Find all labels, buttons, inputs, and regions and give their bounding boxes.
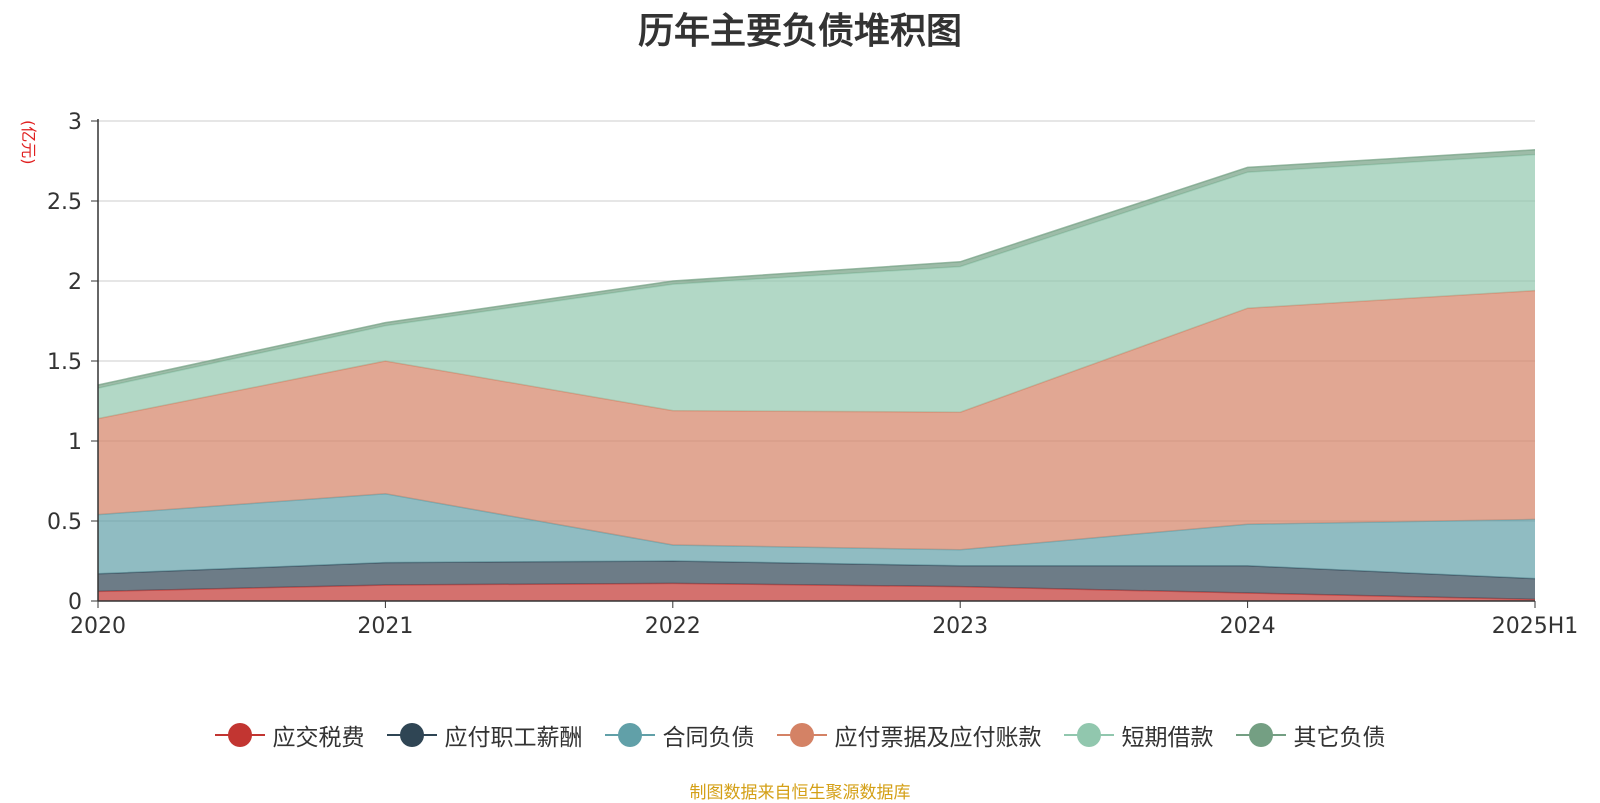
- legend-label: 应付票据及应付账款: [834, 725, 1042, 751]
- area-应交税费: [98, 583, 1535, 601]
- legend-label: 其它负债: [1293, 725, 1386, 751]
- legend-marker-icon: [386, 723, 437, 747]
- y-tick-label: 1: [68, 430, 82, 455]
- legend-item[interactable]: 合同负债: [604, 718, 755, 752]
- axes: [91, 119, 1536, 608]
- legend-marker-icon: [776, 723, 827, 747]
- legend-label: 应交税费: [272, 725, 365, 751]
- legend-item[interactable]: 其它负债: [1235, 718, 1386, 752]
- legend-item[interactable]: 短期借款: [1063, 718, 1214, 752]
- area-edge-合同负债: [97, 493, 1536, 551]
- y-tick-label: 0.5: [47, 510, 82, 535]
- y-tick-label: 0: [68, 590, 82, 615]
- y-tick-label: 2.5: [47, 190, 82, 215]
- area-edge-其它负债: [97, 149, 1536, 386]
- chart-title: 历年主要负债堆积图: [637, 11, 962, 52]
- legend-label: 合同负债: [662, 725, 755, 751]
- x-tick-label: 2023: [932, 614, 988, 639]
- legend-marker-dot: [227, 723, 252, 747]
- legend-item[interactable]: 应付职工薪酬: [386, 718, 583, 752]
- y-tick-label: 2: [68, 270, 82, 295]
- series-areas: [97, 149, 1536, 601]
- data-source-note: 制图数据来自恒生聚源数据库: [689, 783, 911, 803]
- area-应付职工薪酬: [98, 561, 1535, 600]
- legend-marker-icon: [1235, 723, 1286, 747]
- legend-marker-dot: [399, 723, 424, 747]
- area-应付票据及应付账款: [98, 290, 1535, 550]
- legend-marker-icon: [1063, 723, 1114, 747]
- x-tick-label: 2025H1: [1492, 614, 1579, 639]
- legend-marker-dot: [1076, 723, 1101, 747]
- legend-label: 应付职工薪酬: [444, 725, 583, 751]
- x-tick-label: 2021: [357, 614, 413, 639]
- legend-item[interactable]: 应交税费: [214, 718, 365, 752]
- area-edge-应付职工薪酬: [97, 560, 1536, 580]
- x-axis-tick-labels: 2020 2021 2022 2023 2024 2025H1: [70, 614, 1578, 639]
- legend-item[interactable]: 应付票据及应付账款: [776, 718, 1042, 752]
- legend: 应交税费 应付职工薪酬 合同负债 应付票据及应付账款 短期借款 其它负债: [0, 718, 1600, 752]
- stacked-area-chart: 0 0.5 1 1.5 2 2.5 3 2020 2021 2022 2023 2024 2025H1: [47, 110, 1578, 639]
- legend-marker-dot: [789, 723, 814, 747]
- y-tick-label: 3: [68, 110, 82, 135]
- y-axis-tick-labels: 0 0.5 1 1.5 2 2.5 3: [47, 110, 82, 615]
- y-tick-label: 1.5: [47, 350, 82, 375]
- legend-marker-icon: [214, 723, 265, 747]
- area-短期借款: [98, 154, 1535, 419]
- x-tick-label: 2024: [1220, 614, 1276, 639]
- legend-marker-dot: [617, 723, 642, 747]
- legend-marker-dot: [1248, 723, 1273, 747]
- legend-label: 短期借款: [1121, 725, 1214, 751]
- x-tick-label: 2022: [645, 614, 701, 639]
- area-合同负债: [98, 493, 1535, 579]
- legend-marker-icon: [604, 723, 655, 747]
- x-tick-label: 2020: [70, 614, 126, 639]
